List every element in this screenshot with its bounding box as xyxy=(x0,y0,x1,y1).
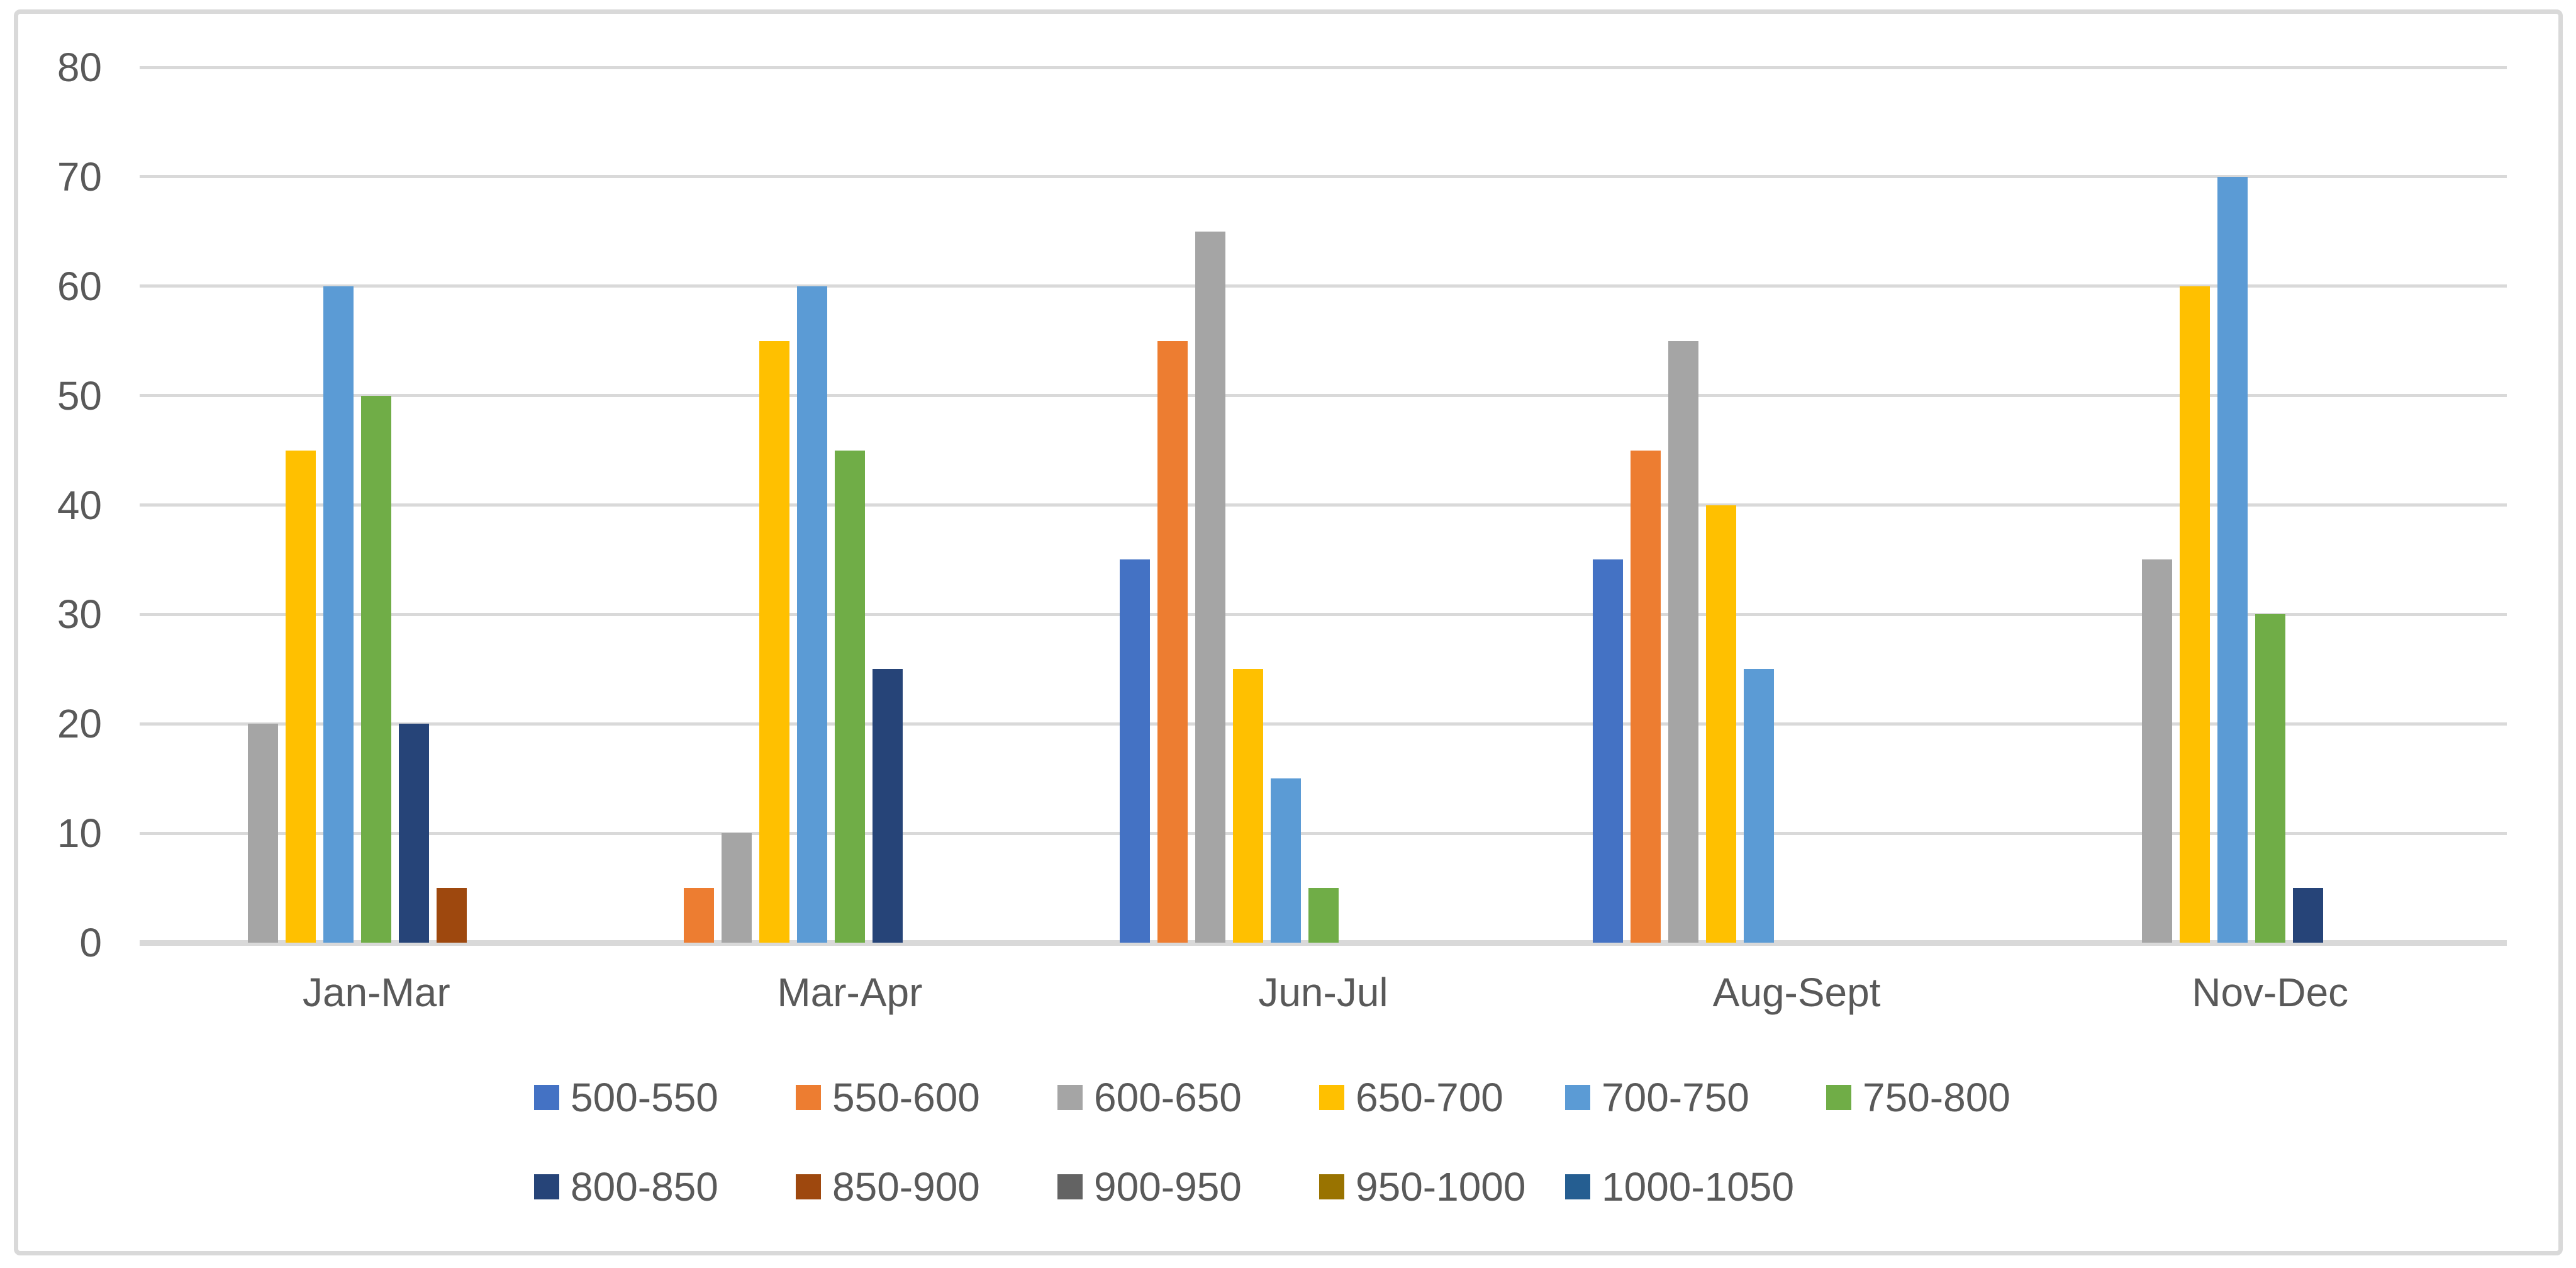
bar-550-600-mar-apr xyxy=(683,888,714,943)
bar-750-800-nov-dec xyxy=(2255,614,2285,943)
bar-650-700-jun-jul xyxy=(1232,669,1263,943)
bar-700-750-jun-jul xyxy=(1270,778,1301,943)
x-axis-category-label-mar-apr: Mar-Apr xyxy=(777,970,923,1015)
bar-800-850-jan-mar xyxy=(399,724,430,943)
horizontal-gridline xyxy=(140,722,2507,726)
y-axis-tick-label: 20 xyxy=(57,701,102,747)
x-axis-category-label-aug-sept: Aug-Sept xyxy=(1712,970,1881,1015)
y-axis-tick-label: 10 xyxy=(57,811,102,856)
legend-label-1000-1050: 1000-1050 xyxy=(1602,1164,1795,1209)
bar-700-750-aug-sept xyxy=(1744,669,1775,943)
bar-600-650-jan-mar xyxy=(248,724,279,943)
bar-650-700-nov-dec xyxy=(2179,286,2210,943)
bar-650-700-jan-mar xyxy=(286,450,316,943)
horizontal-gridline xyxy=(140,503,2507,507)
bar-550-600-aug-sept xyxy=(1631,450,1661,943)
legend-item-950-1000: 950-1000 xyxy=(1319,1164,1526,1209)
legend-swatch-600-650 xyxy=(1057,1085,1083,1110)
horizontal-gridline xyxy=(140,175,2507,179)
y-axis-tick-label: 60 xyxy=(57,263,102,309)
legend-label-850-900: 850-900 xyxy=(832,1164,980,1209)
bar-750-800-mar-apr xyxy=(834,450,865,943)
bar-600-650-nov-dec xyxy=(2141,559,2172,943)
bar-750-800-jan-mar xyxy=(361,395,392,943)
legend-swatch-900-950 xyxy=(1057,1174,1083,1199)
x-axis-line xyxy=(140,940,2507,946)
legend-swatch-500-550 xyxy=(534,1085,559,1110)
legend-item-1000-1050: 1000-1050 xyxy=(1565,1164,1795,1209)
legend-swatch-650-700 xyxy=(1319,1085,1344,1110)
bar-600-650-mar-apr xyxy=(721,833,752,943)
y-axis-tick-label: 70 xyxy=(57,154,102,199)
legend-item-750-800: 750-800 xyxy=(1826,1075,2010,1120)
bar-700-750-mar-apr xyxy=(796,286,827,943)
bar-700-750-nov-dec xyxy=(2217,176,2248,943)
bar-500-550-jun-jul xyxy=(1119,559,1150,943)
legend-label-650-700: 650-700 xyxy=(1356,1075,1503,1120)
x-axis-category-label-nov-dec: Nov-Dec xyxy=(2192,970,2349,1015)
bar-850-900-jan-mar xyxy=(437,888,467,943)
legend-item-550-600: 550-600 xyxy=(796,1075,980,1120)
bar-600-650-jun-jul xyxy=(1195,231,1225,943)
horizontal-gridline xyxy=(140,65,2507,69)
legend-label-700-750: 700-750 xyxy=(1602,1075,1749,1120)
legend-swatch-1000-1050 xyxy=(1565,1174,1590,1199)
bar-750-800-jun-jul xyxy=(1308,888,1339,943)
y-axis-tick-label: 0 xyxy=(79,920,102,965)
legend-item-500-550: 500-550 xyxy=(534,1075,718,1120)
bar-800-850-nov-dec xyxy=(2292,888,2323,943)
legend-item-900-950: 900-950 xyxy=(1057,1164,1242,1209)
y-axis-tick-label: 80 xyxy=(57,45,102,90)
chart-frame-border xyxy=(14,9,2563,1255)
bar-600-650-aug-sept xyxy=(1668,340,1699,943)
legend-item-600-650: 600-650 xyxy=(1057,1075,1242,1120)
bar-700-750-jan-mar xyxy=(323,286,354,943)
bar-650-700-aug-sept xyxy=(1706,505,1737,943)
legend-swatch-700-750 xyxy=(1565,1085,1590,1110)
y-axis-tick-label: 40 xyxy=(57,482,102,528)
legend-swatch-750-800 xyxy=(1826,1085,1851,1110)
legend-item-800-850: 800-850 xyxy=(534,1164,718,1209)
legend-label-750-800: 750-800 xyxy=(1863,1075,2010,1120)
bar-550-600-jun-jul xyxy=(1157,340,1188,943)
horizontal-gridline xyxy=(140,284,2507,288)
bar-500-550-aug-sept xyxy=(1593,559,1624,943)
y-axis-tick-label: 30 xyxy=(57,592,102,637)
bar-650-700-mar-apr xyxy=(759,340,789,943)
legend-label-900-950: 900-950 xyxy=(1094,1164,1242,1209)
legend-swatch-850-900 xyxy=(796,1174,821,1199)
legend-label-950-1000: 950-1000 xyxy=(1356,1164,1526,1209)
y-axis-tick-label: 50 xyxy=(57,373,102,418)
legend-swatch-800-850 xyxy=(534,1174,559,1199)
x-axis-category-label-jun-jul: Jun-Jul xyxy=(1258,970,1388,1015)
bar-800-850-mar-apr xyxy=(872,669,903,943)
legend-label-550-600: 550-600 xyxy=(832,1075,980,1120)
legend-item-850-900: 850-900 xyxy=(796,1164,980,1209)
horizontal-gridline xyxy=(140,831,2507,835)
legend-item-650-700: 650-700 xyxy=(1319,1075,1503,1120)
x-axis-category-label-jan-mar: Jan-Mar xyxy=(302,970,450,1015)
legend-label-800-850: 800-850 xyxy=(571,1164,718,1209)
horizontal-gridline xyxy=(140,394,2507,398)
legend-label-600-650: 600-650 xyxy=(1094,1075,1242,1120)
horizontal-gridline xyxy=(140,612,2507,616)
legend-item-700-750: 700-750 xyxy=(1565,1075,1749,1120)
legend-swatch-950-1000 xyxy=(1319,1174,1344,1199)
legend-swatch-550-600 xyxy=(796,1085,821,1110)
legend-label-500-550: 500-550 xyxy=(571,1075,718,1120)
